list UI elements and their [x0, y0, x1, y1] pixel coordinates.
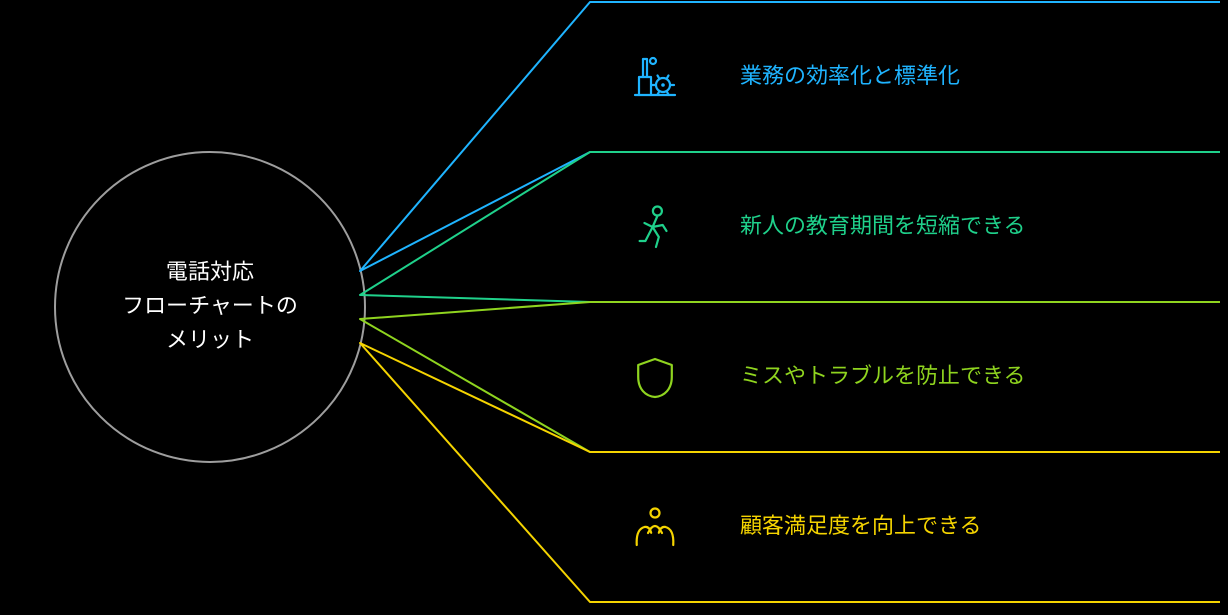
runner-icon — [640, 207, 667, 248]
branch-label-satisfaction: 顧客満足度を向上できる — [740, 508, 982, 540]
branch-label-efficiency: 業務の効率化と標準化 — [740, 58, 960, 90]
care-icon — [637, 509, 674, 546]
branch-training: 新人の教育期間を短縮できる — [360, 152, 1220, 302]
hub-title-line: メリット — [166, 322, 254, 354]
branch-trouble: ミスやトラブルを防止できる — [360, 302, 1220, 452]
shield-icon — [638, 359, 672, 397]
hub-title-line: フローチャートの — [122, 288, 298, 320]
hub: 電話対応フローチャートのメリット — [55, 152, 365, 462]
branch-label-training: 新人の教育期間を短縮できる — [740, 208, 1026, 240]
hub-title-line: 電話対応 — [166, 254, 254, 286]
factory-icon — [635, 58, 675, 95]
branch-label-trouble: ミスやトラブルを防止できる — [740, 358, 1026, 390]
